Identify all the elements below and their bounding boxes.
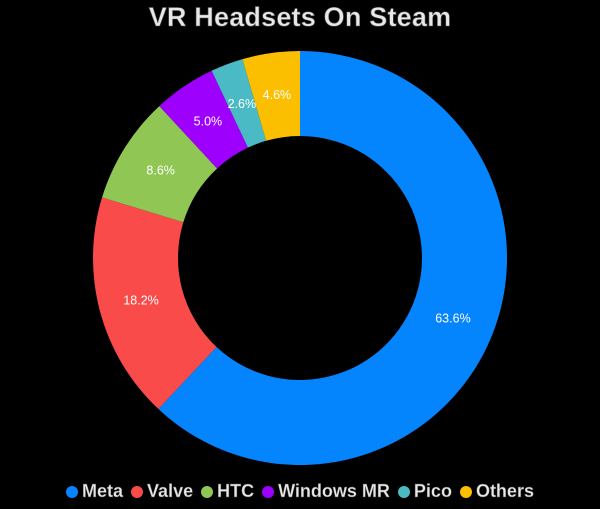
slice-labels: 63.6% 18.2% 8.6% 5.0% 2.6% 4.6% bbox=[123, 88, 470, 325]
slice-meta[interactable] bbox=[158, 51, 508, 466]
slice-value-label: 5.0% bbox=[194, 115, 223, 129]
legend-item-windows-mr[interactable]: Windows MR bbox=[262, 481, 390, 502]
legend-label: HTC bbox=[217, 481, 255, 501]
legend-dot-icon bbox=[397, 485, 410, 498]
slice-pico[interactable] bbox=[211, 59, 267, 148]
legend-item-valve[interactable]: Valve bbox=[131, 481, 193, 502]
legend-item-pico[interactable]: Pico bbox=[397, 481, 452, 502]
slice-value-label: 2.6% bbox=[228, 97, 257, 111]
legend-label: Meta bbox=[82, 481, 124, 501]
legend-dot-icon bbox=[459, 485, 472, 498]
slice-value-label: 8.6% bbox=[146, 164, 175, 178]
slice-htc[interactable] bbox=[102, 106, 218, 223]
legend-label: Valve bbox=[147, 481, 194, 501]
legend-item-others[interactable]: Others bbox=[459, 481, 534, 502]
slice-windows-mr[interactable] bbox=[159, 70, 248, 169]
legend-item-htc[interactable]: HTC bbox=[201, 481, 254, 502]
legend-label: Windows MR bbox=[278, 481, 390, 501]
donut-slices bbox=[93, 51, 508, 466]
slice-valve[interactable] bbox=[93, 197, 217, 410]
legend-label: Pico bbox=[413, 481, 452, 501]
slice-others[interactable] bbox=[242, 51, 300, 141]
legend-dot-icon bbox=[201, 485, 214, 498]
slice-value-label: 18.2% bbox=[123, 293, 158, 307]
legend-dot-icon bbox=[131, 485, 144, 498]
slice-value-label: 63.6% bbox=[435, 312, 470, 326]
legend-dot-icon bbox=[262, 485, 275, 498]
slice-value-label: 4.6% bbox=[263, 88, 292, 102]
legend-item-meta[interactable]: Meta bbox=[66, 481, 123, 502]
legend-label: Others bbox=[475, 481, 534, 501]
chart-title: VR Headsets On Steam bbox=[148, 2, 452, 33]
legend: Meta Valve HTC Windows MR Pico Others bbox=[0, 481, 600, 502]
legend-dot-icon bbox=[66, 485, 79, 498]
